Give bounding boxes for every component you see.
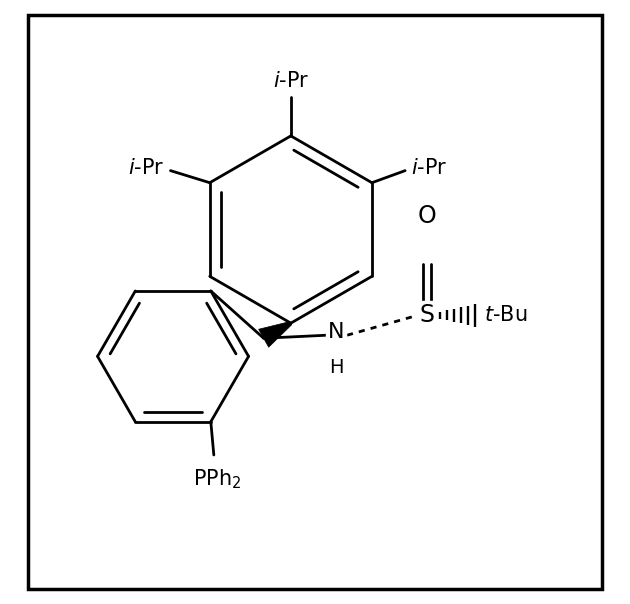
FancyBboxPatch shape [28, 15, 602, 589]
Text: S: S [419, 303, 434, 327]
Text: N: N [328, 322, 345, 342]
Text: H: H [329, 358, 343, 377]
Text: PPh$_2$: PPh$_2$ [193, 467, 241, 490]
Text: $\it{i}$-Pr: $\it{i}$-Pr [273, 71, 309, 91]
Text: $\it{i}$-Pr: $\it{i}$-Pr [411, 158, 448, 178]
Polygon shape [259, 321, 292, 347]
Text: O: O [417, 204, 436, 228]
Text: $\it{i}$-Pr: $\it{i}$-Pr [128, 158, 164, 178]
Text: $\it{t}$-Bu: $\it{t}$-Bu [484, 305, 527, 326]
